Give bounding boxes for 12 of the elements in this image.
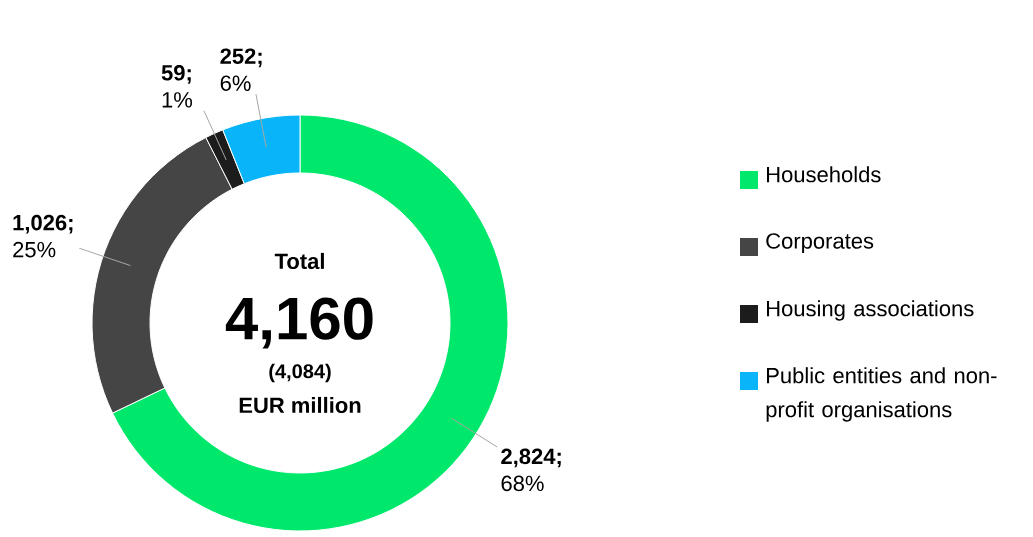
text: 4,160 <box>225 297 373 349</box>
text: Total <box>274 252 324 270</box>
legend-label: Public entities and non-profit organisations <box>766 367 997 422</box>
text: (4,084) <box>269 363 331 383</box>
legend-label: Households <box>767 166 881 183</box>
data-label: 59; 1% <box>161 65 193 108</box>
data-label: 1,026; 25% <box>13 214 73 258</box>
data-label: 2,824; 68% <box>501 448 561 492</box>
legend-label: Corporates <box>766 233 874 254</box>
data-label: 252; 6% <box>220 48 262 91</box>
legend-label: Housing associations <box>767 300 974 321</box>
text: EUR million <box>239 396 361 414</box>
